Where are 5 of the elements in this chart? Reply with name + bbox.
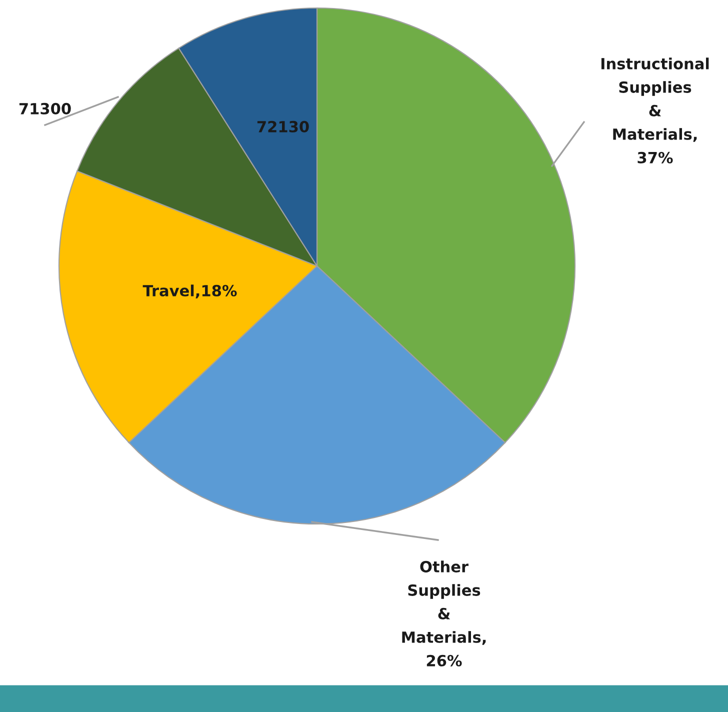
slice-label: 71300 [19, 102, 71, 114]
slice-label: Other Supplies & Materials, 26% [402, 560, 486, 666]
slice-label: Instructional Supplies & Materials, 37% [601, 58, 709, 164]
slice-label: Travel,18% [142, 284, 237, 298]
slice-label: 72130 [257, 120, 309, 132]
